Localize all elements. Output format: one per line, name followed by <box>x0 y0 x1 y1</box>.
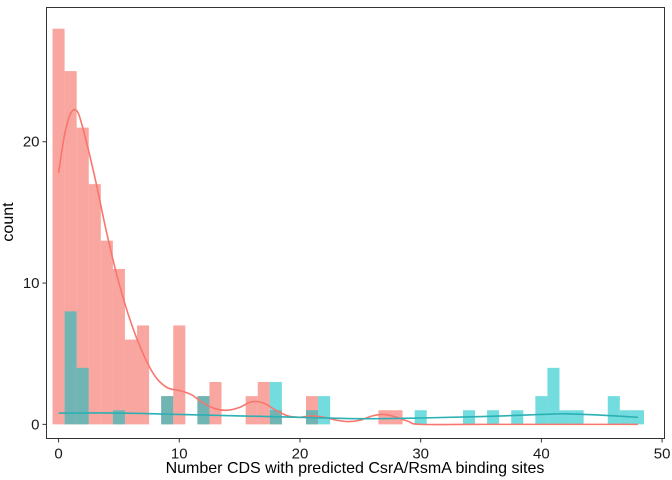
x-axis-title: Number CDS with predicted CsrA/RsmA bind… <box>166 460 545 477</box>
teal-bar-3 <box>161 396 174 425</box>
red-bar-12 <box>245 396 258 425</box>
x-tick-label-2: 20 <box>292 446 309 463</box>
teal-bar-5 <box>269 381 282 425</box>
red-bar-6 <box>124 339 138 425</box>
teal-bar-11 <box>511 410 524 425</box>
red-bar-3 <box>88 184 101 425</box>
y-tick-label-0: 0 <box>31 416 39 433</box>
density-curves <box>57 108 638 426</box>
teal-bar-0 <box>64 311 77 425</box>
teal-bar-16 <box>607 396 620 425</box>
teal-bar-15 <box>571 410 584 425</box>
red-bar-11 <box>209 381 222 425</box>
x-axis: 0 10 20 30 40 50 <box>54 438 671 463</box>
teal-bar-13 <box>547 367 560 425</box>
red-density-line <box>57 108 638 426</box>
teal-bar-4 <box>197 396 210 425</box>
y-tick-label-1: 10 <box>23 275 40 292</box>
red-bar-7 <box>137 325 150 425</box>
x-tick-label-3: 30 <box>412 446 429 463</box>
x-tick-label-5: 50 <box>654 446 671 463</box>
teal-series-bars <box>64 311 644 425</box>
teal-bar-12 <box>535 396 548 425</box>
red-bar-0 <box>52 28 65 425</box>
x-tick-label-1: 10 <box>171 446 188 463</box>
y-tick-label-2: 20 <box>23 134 40 151</box>
teal-bar-14 <box>559 410 572 425</box>
red-bar-9 <box>173 325 186 425</box>
teal-bar-10 <box>487 410 500 425</box>
y-axis-title: count <box>0 202 17 242</box>
x-tick-label-0: 0 <box>54 446 62 463</box>
red-bar-2 <box>76 127 89 425</box>
teal-bar-1 <box>76 367 89 425</box>
plot-panel-border <box>46 7 665 439</box>
red-bar-4 <box>100 240 113 425</box>
red-bar-5 <box>112 268 125 425</box>
teal-density-line <box>58 412 638 420</box>
red-bar-16 <box>378 410 391 425</box>
y-axis: 0 10 20 <box>23 134 47 433</box>
red-series-bars <box>52 28 403 425</box>
x-tick-label-4: 40 <box>533 446 550 463</box>
teal-bar-7 <box>318 396 331 425</box>
